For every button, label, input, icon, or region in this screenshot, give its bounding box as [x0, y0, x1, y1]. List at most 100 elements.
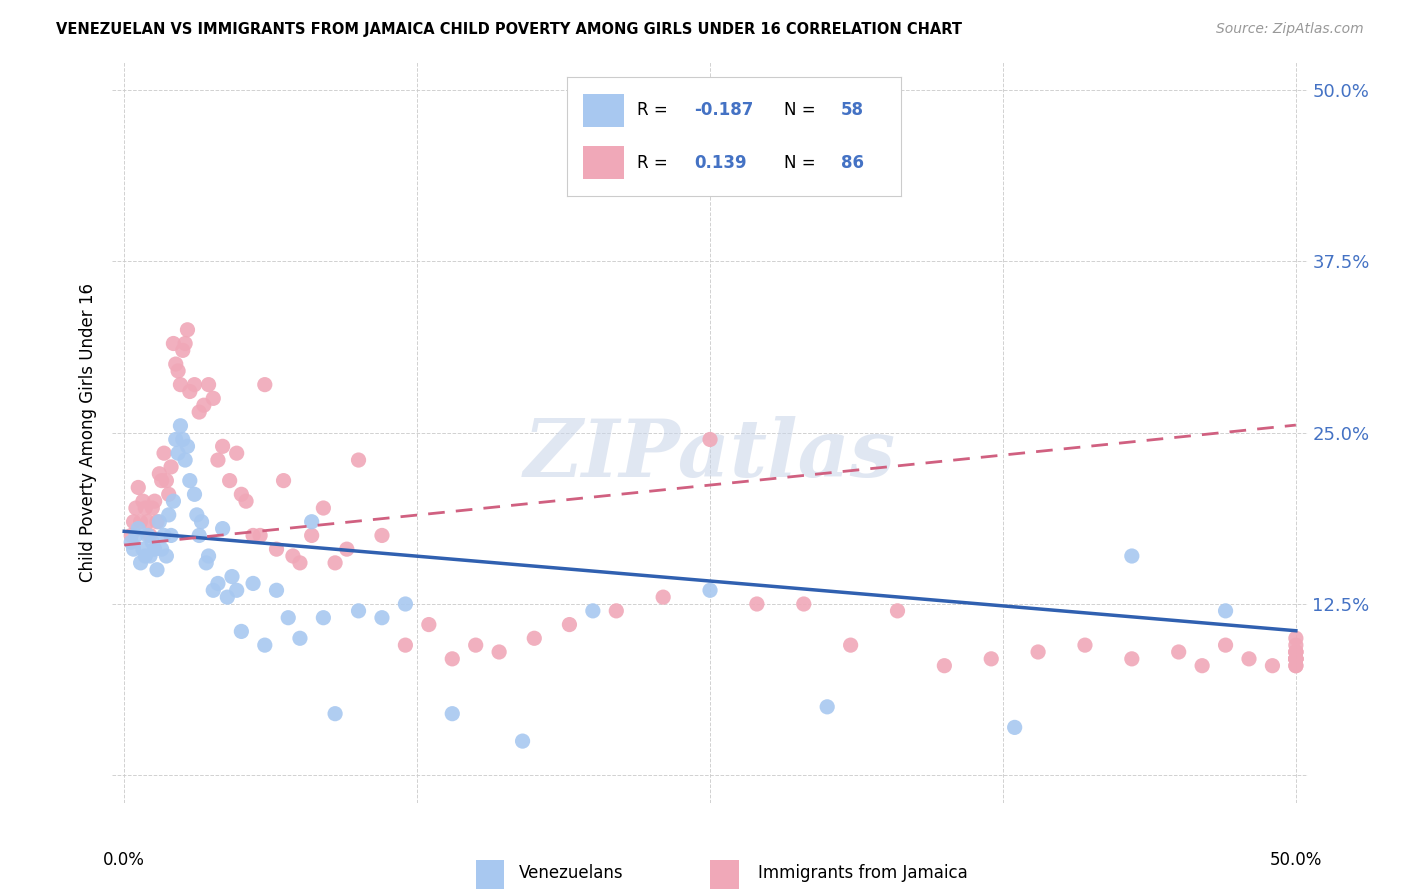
- Point: [127, 522, 149, 536]
- Text: 0.0%: 0.0%: [103, 851, 145, 869]
- Point: [231, 487, 253, 501]
- Point: [162, 494, 184, 508]
- Point: [197, 377, 219, 392]
- Point: [160, 459, 183, 474]
- Point: [197, 549, 219, 563]
- Point: [179, 474, 201, 488]
- Point: [207, 453, 229, 467]
- Point: [174, 453, 197, 467]
- Point: [174, 336, 197, 351]
- Point: [371, 610, 394, 624]
- Y-axis label: Child Poverty Among Girls Under 16: Child Poverty Among Girls Under 16: [79, 283, 97, 582]
- Point: [132, 494, 155, 508]
- Point: [1215, 638, 1237, 652]
- Point: [488, 645, 510, 659]
- Text: Source: ZipAtlas.com: Source: ZipAtlas.com: [1216, 22, 1364, 37]
- Point: [218, 474, 240, 488]
- Point: [211, 439, 233, 453]
- Point: [122, 542, 145, 557]
- Point: [141, 501, 163, 516]
- Point: [242, 528, 264, 542]
- Point: [441, 706, 464, 721]
- Point: [934, 658, 956, 673]
- Point: [150, 542, 173, 557]
- Point: [253, 638, 276, 652]
- Point: [273, 474, 295, 488]
- Point: [148, 515, 170, 529]
- Point: [155, 474, 177, 488]
- Point: [253, 377, 276, 392]
- Point: [394, 638, 416, 652]
- Point: [193, 398, 215, 412]
- Point: [464, 638, 486, 652]
- Point: [1167, 645, 1189, 659]
- Point: [699, 433, 721, 447]
- Point: [183, 487, 205, 501]
- Point: [160, 528, 183, 542]
- Point: [167, 446, 190, 460]
- Point: [167, 364, 190, 378]
- Point: [1237, 652, 1260, 666]
- Point: [336, 542, 359, 557]
- Point: [120, 528, 142, 542]
- Text: 50.0%: 50.0%: [1270, 851, 1322, 869]
- Point: [139, 549, 162, 563]
- Point: [1121, 652, 1143, 666]
- Point: [1074, 638, 1097, 652]
- Point: [793, 597, 815, 611]
- Point: [207, 576, 229, 591]
- Point: [418, 617, 440, 632]
- Point: [202, 392, 225, 406]
- Point: [745, 597, 768, 611]
- Point: [153, 446, 176, 460]
- Point: [1121, 549, 1143, 563]
- Point: [1285, 652, 1308, 666]
- Text: ZIPatlas: ZIPatlas: [524, 416, 896, 493]
- Point: [1285, 652, 1308, 666]
- Point: [347, 453, 370, 467]
- Point: [441, 652, 464, 666]
- Point: [225, 583, 247, 598]
- Point: [323, 556, 346, 570]
- Point: [301, 515, 323, 529]
- Point: [1285, 645, 1308, 659]
- Point: [162, 336, 184, 351]
- Point: [132, 542, 155, 557]
- Point: [281, 549, 304, 563]
- Point: [217, 590, 239, 604]
- Point: [558, 617, 581, 632]
- Point: [1285, 652, 1308, 666]
- Point: [148, 467, 170, 481]
- Point: [815, 699, 838, 714]
- Point: [371, 528, 394, 542]
- Point: [120, 535, 142, 549]
- Point: [129, 515, 152, 529]
- Point: [323, 706, 346, 721]
- Point: [139, 528, 162, 542]
- Point: [127, 480, 149, 494]
- Point: [605, 604, 627, 618]
- Point: [129, 556, 152, 570]
- Point: [169, 418, 191, 433]
- Point: [1285, 658, 1308, 673]
- Point: [523, 632, 546, 646]
- Point: [172, 433, 194, 447]
- Point: [249, 528, 271, 542]
- Point: [839, 638, 862, 652]
- Point: [157, 487, 180, 501]
- Point: [886, 604, 908, 618]
- Point: [1285, 632, 1308, 646]
- Point: [143, 542, 166, 557]
- Point: [146, 515, 169, 529]
- Point: [582, 604, 605, 618]
- Point: [394, 597, 416, 611]
- Point: [288, 632, 311, 646]
- Point: [134, 501, 156, 516]
- Point: [225, 446, 247, 460]
- Point: [1285, 658, 1308, 673]
- Point: [172, 343, 194, 358]
- Point: [980, 652, 1002, 666]
- Point: [1285, 645, 1308, 659]
- Point: [125, 528, 148, 542]
- Point: [312, 501, 335, 516]
